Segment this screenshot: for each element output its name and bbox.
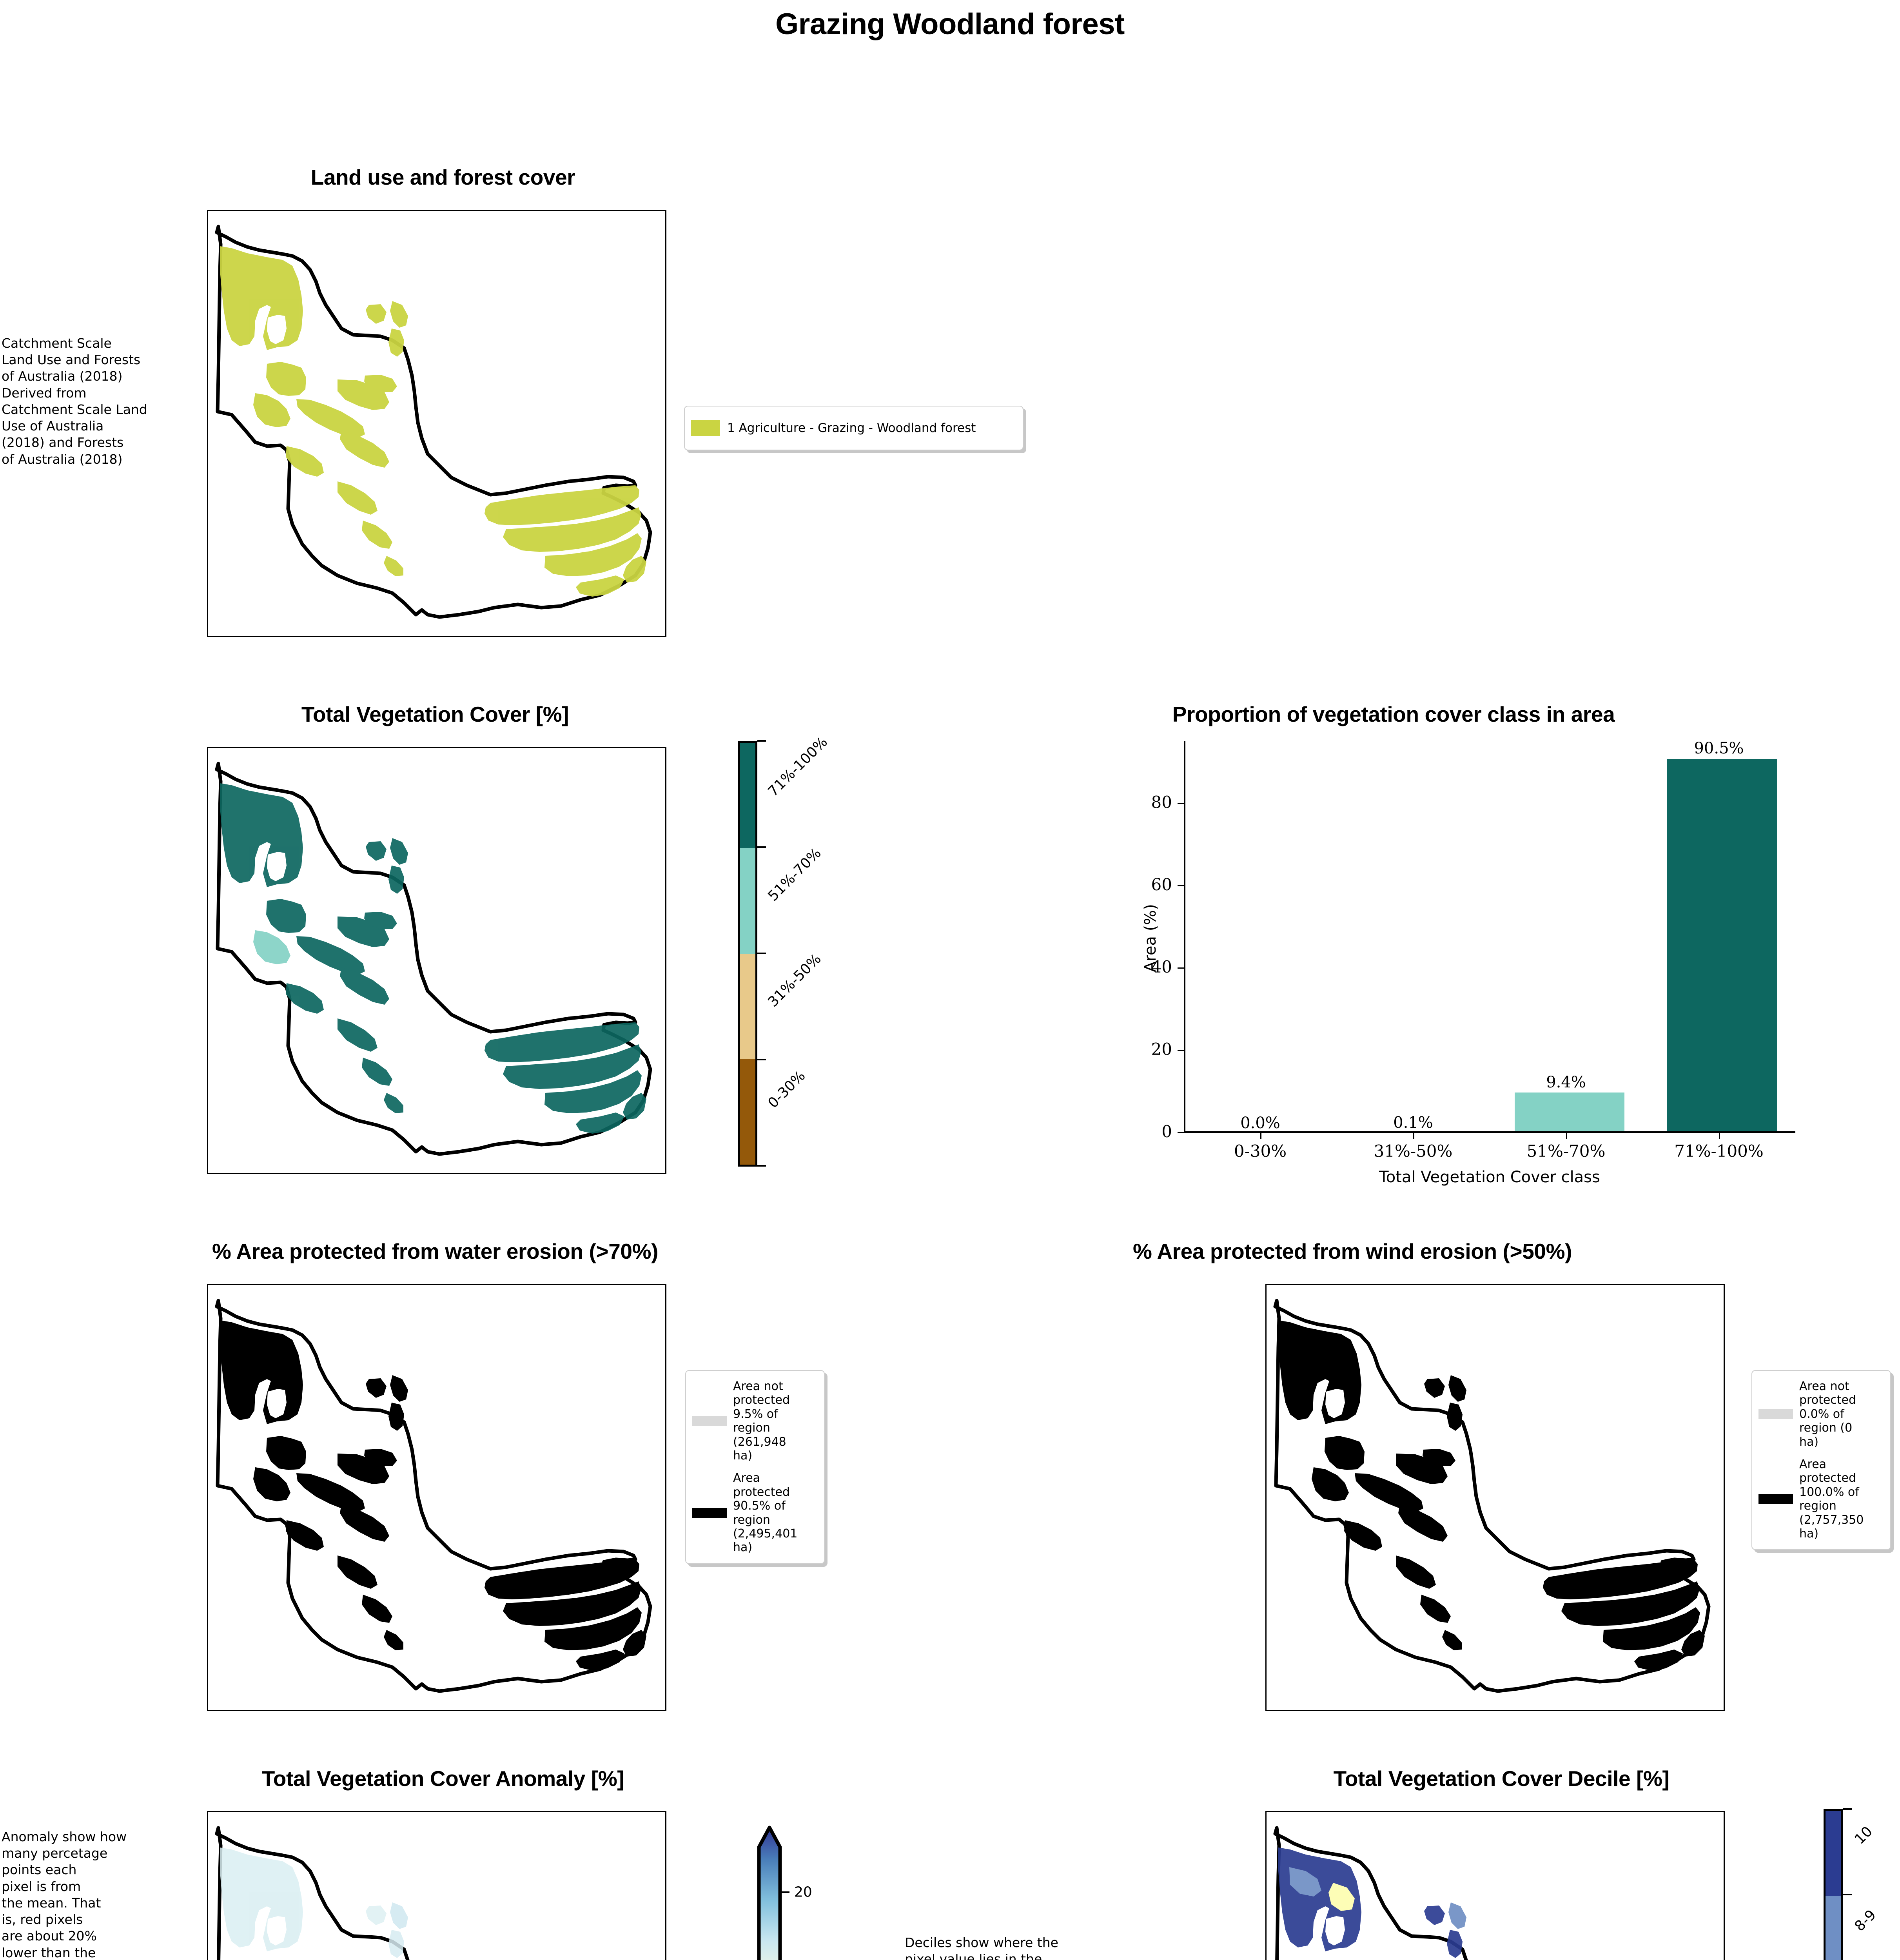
panel-title-total-veg: Total Vegetation Cover [%]	[301, 702, 569, 726]
panel-title-bar-chart: Proportion of vegetation cover class in …	[1172, 702, 1615, 726]
bar-ylabel-0: 0	[1161, 1122, 1172, 1141]
legend-swatch-not-protected-wind	[1758, 1409, 1793, 1419]
cbar-seg-0-30	[740, 1059, 755, 1165]
cbar-tick-decile-10	[1843, 1808, 1852, 1810]
bar-ylabel-20: 20	[1151, 1040, 1172, 1059]
bar-xlabel-2: 51%-70%	[1526, 1142, 1606, 1161]
bar-chart-x-axis-title: Total Vegetation Cover class	[1379, 1168, 1600, 1186]
map-total-veg-svg	[215, 762, 652, 1156]
bar-chart-y-axis-title: Area (%)	[1141, 904, 1160, 972]
bar-51-70[interactable]	[1515, 1093, 1625, 1131]
cbar-tick-decile-8-9	[1843, 1894, 1852, 1895]
map-water-erosion-svg	[215, 1299, 652, 1693]
legend-label-protected: Area protected 90.5% of region (2,495,40…	[733, 1471, 798, 1555]
cbar-label-0-30: 0-30%	[765, 1068, 809, 1111]
bar-ylabel-60: 60	[1151, 875, 1172, 894]
decile-note: Deciles show where the pixel value lies …	[905, 1935, 1058, 1960]
bar-71-100[interactable]	[1667, 759, 1777, 1131]
map-decile[interactable]	[1265, 1811, 1725, 1960]
panel-title-wind-erosion: % Area protected from wind erosion (>50%…	[1133, 1239, 1572, 1263]
cbar-tick-total-veg-3	[757, 1059, 766, 1060]
bar-value-0-30: 0.0%	[1240, 1114, 1280, 1132]
cbar-seg-51-70	[740, 848, 755, 954]
cbar-label-51-70: 51%-70%	[765, 845, 824, 904]
legend-label-grazing-woodland: 1 Agriculture - Grazing - Woodland fores…	[727, 421, 976, 435]
bar-chart-plot-area	[1184, 741, 1795, 1133]
legend-entry-protected-wind: Area protected 100.0% of region (2,757,3…	[1758, 1457, 1868, 1541]
legend-swatch-protected	[692, 1508, 727, 1518]
colorbar-decile[interactable]	[1824, 1809, 1843, 1960]
panel-title-water-erosion: % Area protected from water erosion (>70…	[212, 1239, 658, 1263]
legend-swatch-protected-wind	[1758, 1494, 1793, 1504]
land-use-note: Catchment Scale Land Use and Forests of …	[2, 336, 147, 467]
map-wind-erosion[interactable]	[1265, 1284, 1725, 1711]
map-land-use-svg	[215, 225, 652, 619]
legend-label-not-protected-wind: Area not protected 0.0% of region (0 ha)	[1799, 1379, 1856, 1449]
cbar-tick-anom-20	[781, 1891, 789, 1893]
cbar-seg-71-100	[740, 743, 755, 848]
cbar-tick-total-veg-1	[757, 846, 766, 848]
bar-ytick-20	[1178, 1050, 1184, 1051]
land-use-legend[interactable]: 1 Agriculture - Grazing - Woodland fores…	[684, 406, 1023, 450]
legend-swatch-grazing-woodland	[691, 420, 720, 436]
panel-title-land-use: Land use and forest cover	[310, 165, 575, 189]
map-land-use[interactable]	[207, 210, 666, 637]
bar-ytick-80	[1178, 803, 1184, 804]
cbar-seg-decile-8-9	[1826, 1896, 1841, 1960]
colorbar-anomaly[interactable]	[756, 1803, 783, 1960]
cbar-seg-31-50	[740, 954, 755, 1059]
bar-xtick-1	[1413, 1133, 1414, 1139]
bar-ytick-60	[1178, 885, 1184, 886]
water-erosion-legend[interactable]: Area not protected 9.5% of region (261,9…	[685, 1370, 825, 1564]
bar-xtick-3	[1719, 1133, 1720, 1139]
map-decile-svg	[1273, 1826, 1468, 1960]
page-title: Grazing Woodland forest	[775, 7, 1125, 41]
panel-title-decile: Total Vegetation Cover Decile [%]	[1333, 1766, 1670, 1791]
colorbar-total-veg[interactable]	[738, 741, 757, 1167]
cbar-label-decile-8-9: 8-9	[1851, 1907, 1880, 1935]
anomaly-note: Anomaly show how many percetage points e…	[2, 1829, 127, 1960]
bar-value-51-70: 9.4%	[1546, 1073, 1586, 1091]
bar-ylabel-40: 40	[1151, 957, 1172, 976]
map-total-veg[interactable]	[207, 747, 666, 1174]
legend-swatch-not-protected	[692, 1416, 727, 1426]
bar-xlabel-3: 71%-100%	[1674, 1142, 1764, 1161]
legend-label-not-protected: Area not protected 9.5% of region (261,9…	[733, 1379, 790, 1463]
cbar-label-anom-10: 10	[794, 1958, 812, 1960]
bar-xtick-0	[1260, 1133, 1261, 1139]
colorbar-anomaly-body	[757, 1826, 782, 1960]
cbar-tick-total-veg-2	[757, 953, 766, 954]
map-water-erosion[interactable]	[207, 1284, 666, 1711]
map-anomaly-svg	[215, 1826, 410, 1960]
legend-entry-not-protected-wind: Area not protected 0.0% of region (0 ha)	[1758, 1379, 1868, 1449]
cbar-seg-decile-10	[1826, 1811, 1841, 1896]
wind-erosion-legend[interactable]: Area not protected 0.0% of region (0 ha)…	[1751, 1370, 1891, 1550]
bar-xtick-2	[1566, 1133, 1567, 1139]
map-wind-erosion-svg	[1273, 1299, 1711, 1693]
cbar-label-anom-20: 20	[794, 1884, 812, 1900]
cbar-tick-total-veg-4	[757, 1165, 766, 1167]
legend-entry-not-protected: Area not protected 9.5% of region (261,9…	[692, 1379, 802, 1463]
cbar-label-71-100: 71%-100%	[765, 734, 831, 800]
bar-ytick-0	[1178, 1132, 1184, 1133]
cbar-label-31-50: 31%-50%	[765, 951, 824, 1010]
legend-label-protected-wind: Area protected 100.0% of region (2,757,3…	[1799, 1457, 1864, 1541]
legend-entry-protected: Area protected 90.5% of region (2,495,40…	[692, 1471, 802, 1554]
bar-value-31-50: 0.1%	[1393, 1114, 1433, 1132]
bar-chart[interactable]: 0.0% 0.1% 9.4% 90.5% 0-30% 31%-50% 51%-7…	[1133, 739, 1807, 1186]
bar-xlabel-0: 0-30%	[1234, 1142, 1287, 1161]
map-anomaly[interactable]	[207, 1811, 666, 1960]
bar-value-71-100: 90.5%	[1694, 739, 1744, 757]
panel-title-anomaly: Total Vegetation Cover Anomaly [%]	[261, 1766, 624, 1791]
cbar-tick-total-veg-0	[757, 740, 766, 742]
bar-ytick-40	[1178, 967, 1184, 969]
bar-xlabel-1: 31%-50%	[1374, 1142, 1453, 1161]
bar-ylabel-80: 80	[1151, 793, 1172, 812]
cbar-label-decile-10: 10	[1851, 1823, 1876, 1847]
